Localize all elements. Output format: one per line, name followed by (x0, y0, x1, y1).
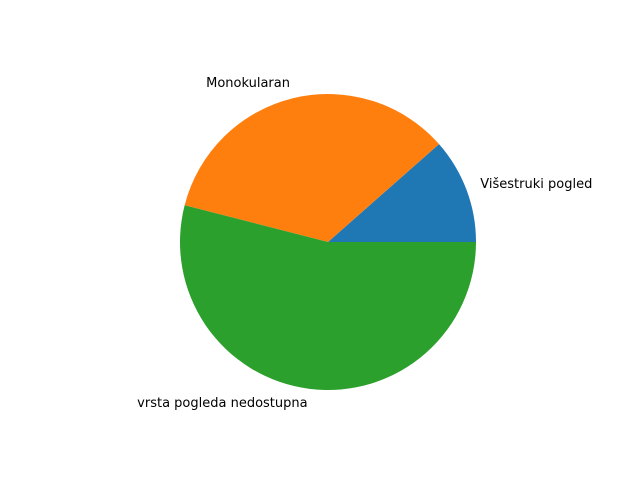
pie-slice-label-2: vrsta pogleda nedostupna (137, 396, 307, 411)
pie-labels: Višestruki pogled Monokularan vrsta pogled… (137, 76, 592, 411)
pie-slice-0 (328, 144, 476, 242)
pie-slice-label-0: Višestruki pogled (480, 177, 592, 192)
pie-slice-2 (180, 205, 476, 390)
pie-slice-1 (184, 94, 440, 242)
pie-slice-label-1: Monokularan (206, 76, 290, 91)
pie-slices (180, 94, 476, 390)
